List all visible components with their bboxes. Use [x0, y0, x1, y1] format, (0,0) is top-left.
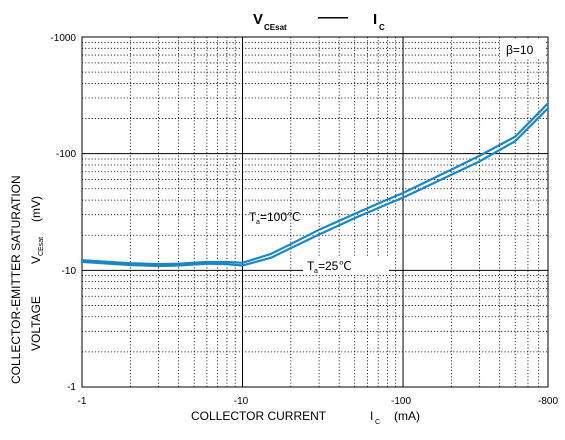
y-axis-label-symbol: V	[29, 256, 43, 264]
title-v-sub: CEsat	[264, 23, 287, 32]
title-ic: I	[373, 11, 377, 28]
series-line-0	[80, 102, 550, 266]
data-series	[80, 102, 550, 268]
x-tick-label-10: -10	[234, 396, 249, 407]
y-tick-label-1: -1	[67, 382, 76, 393]
plot-frame	[81, 36, 549, 388]
series-line-1	[80, 107, 550, 268]
annotation-25c-t: T	[307, 259, 315, 273]
x-tick-label-1: -1	[78, 396, 87, 407]
x-axis-label-main: COLLECTOR CURRENT	[191, 409, 327, 423]
y-axis-label-line1: COLLECTOR-EMITTER SATURATION	[9, 175, 23, 384]
annotation-100c-t: T	[249, 210, 257, 224]
grid-lines	[81, 36, 549, 388]
annotation-25c-sub: a	[314, 268, 318, 275]
annotation-25c-bg	[303, 257, 389, 275]
beta-label-bg	[500, 40, 544, 58]
title-dash: ——	[318, 9, 348, 26]
y-tick-label-1000: -1000	[50, 33, 76, 44]
y-tick-label-10: -10	[62, 266, 77, 277]
x-axis-label-symbol: I	[370, 409, 373, 423]
y-axis-label-unit: (mV)	[29, 196, 43, 222]
annotation-25c-value: =25℃	[318, 259, 352, 273]
x-axis-label: COLLECTOR CURRENT I C (mA)	[191, 409, 420, 426]
x-axis-label-sub: C	[375, 419, 380, 426]
beta-label: β=10	[506, 43, 534, 57]
y-tick-labels: -1000 -100 -10 -1	[50, 33, 76, 393]
title-ic-sub: C	[379, 23, 385, 32]
x-tick-label-100: -100	[391, 396, 411, 407]
y-tick-label-100: -100	[56, 149, 76, 160]
annotation-100c-sub: a	[256, 219, 260, 226]
annotation-100c-value: =100℃	[260, 210, 301, 224]
y-axis-label: COLLECTOR-EMITTER SATURATION VOLTAGE V C…	[9, 175, 45, 384]
y-axis-label-voltage: VOLTAGE	[29, 296, 43, 351]
x-axis-label-unit: (mA)	[394, 409, 420, 423]
x-tick-labels: -1 -10 -100 -800	[78, 396, 559, 407]
x-tick-label-800: -800	[538, 396, 558, 407]
title-v: V	[253, 11, 263, 28]
chart-title: V CEsat —— I C	[253, 9, 385, 32]
annotation-100c: T a =100℃	[249, 210, 301, 226]
annotation-25c: T a =25℃	[307, 259, 352, 275]
y-axis-label-sub: CEsat	[38, 237, 45, 256]
